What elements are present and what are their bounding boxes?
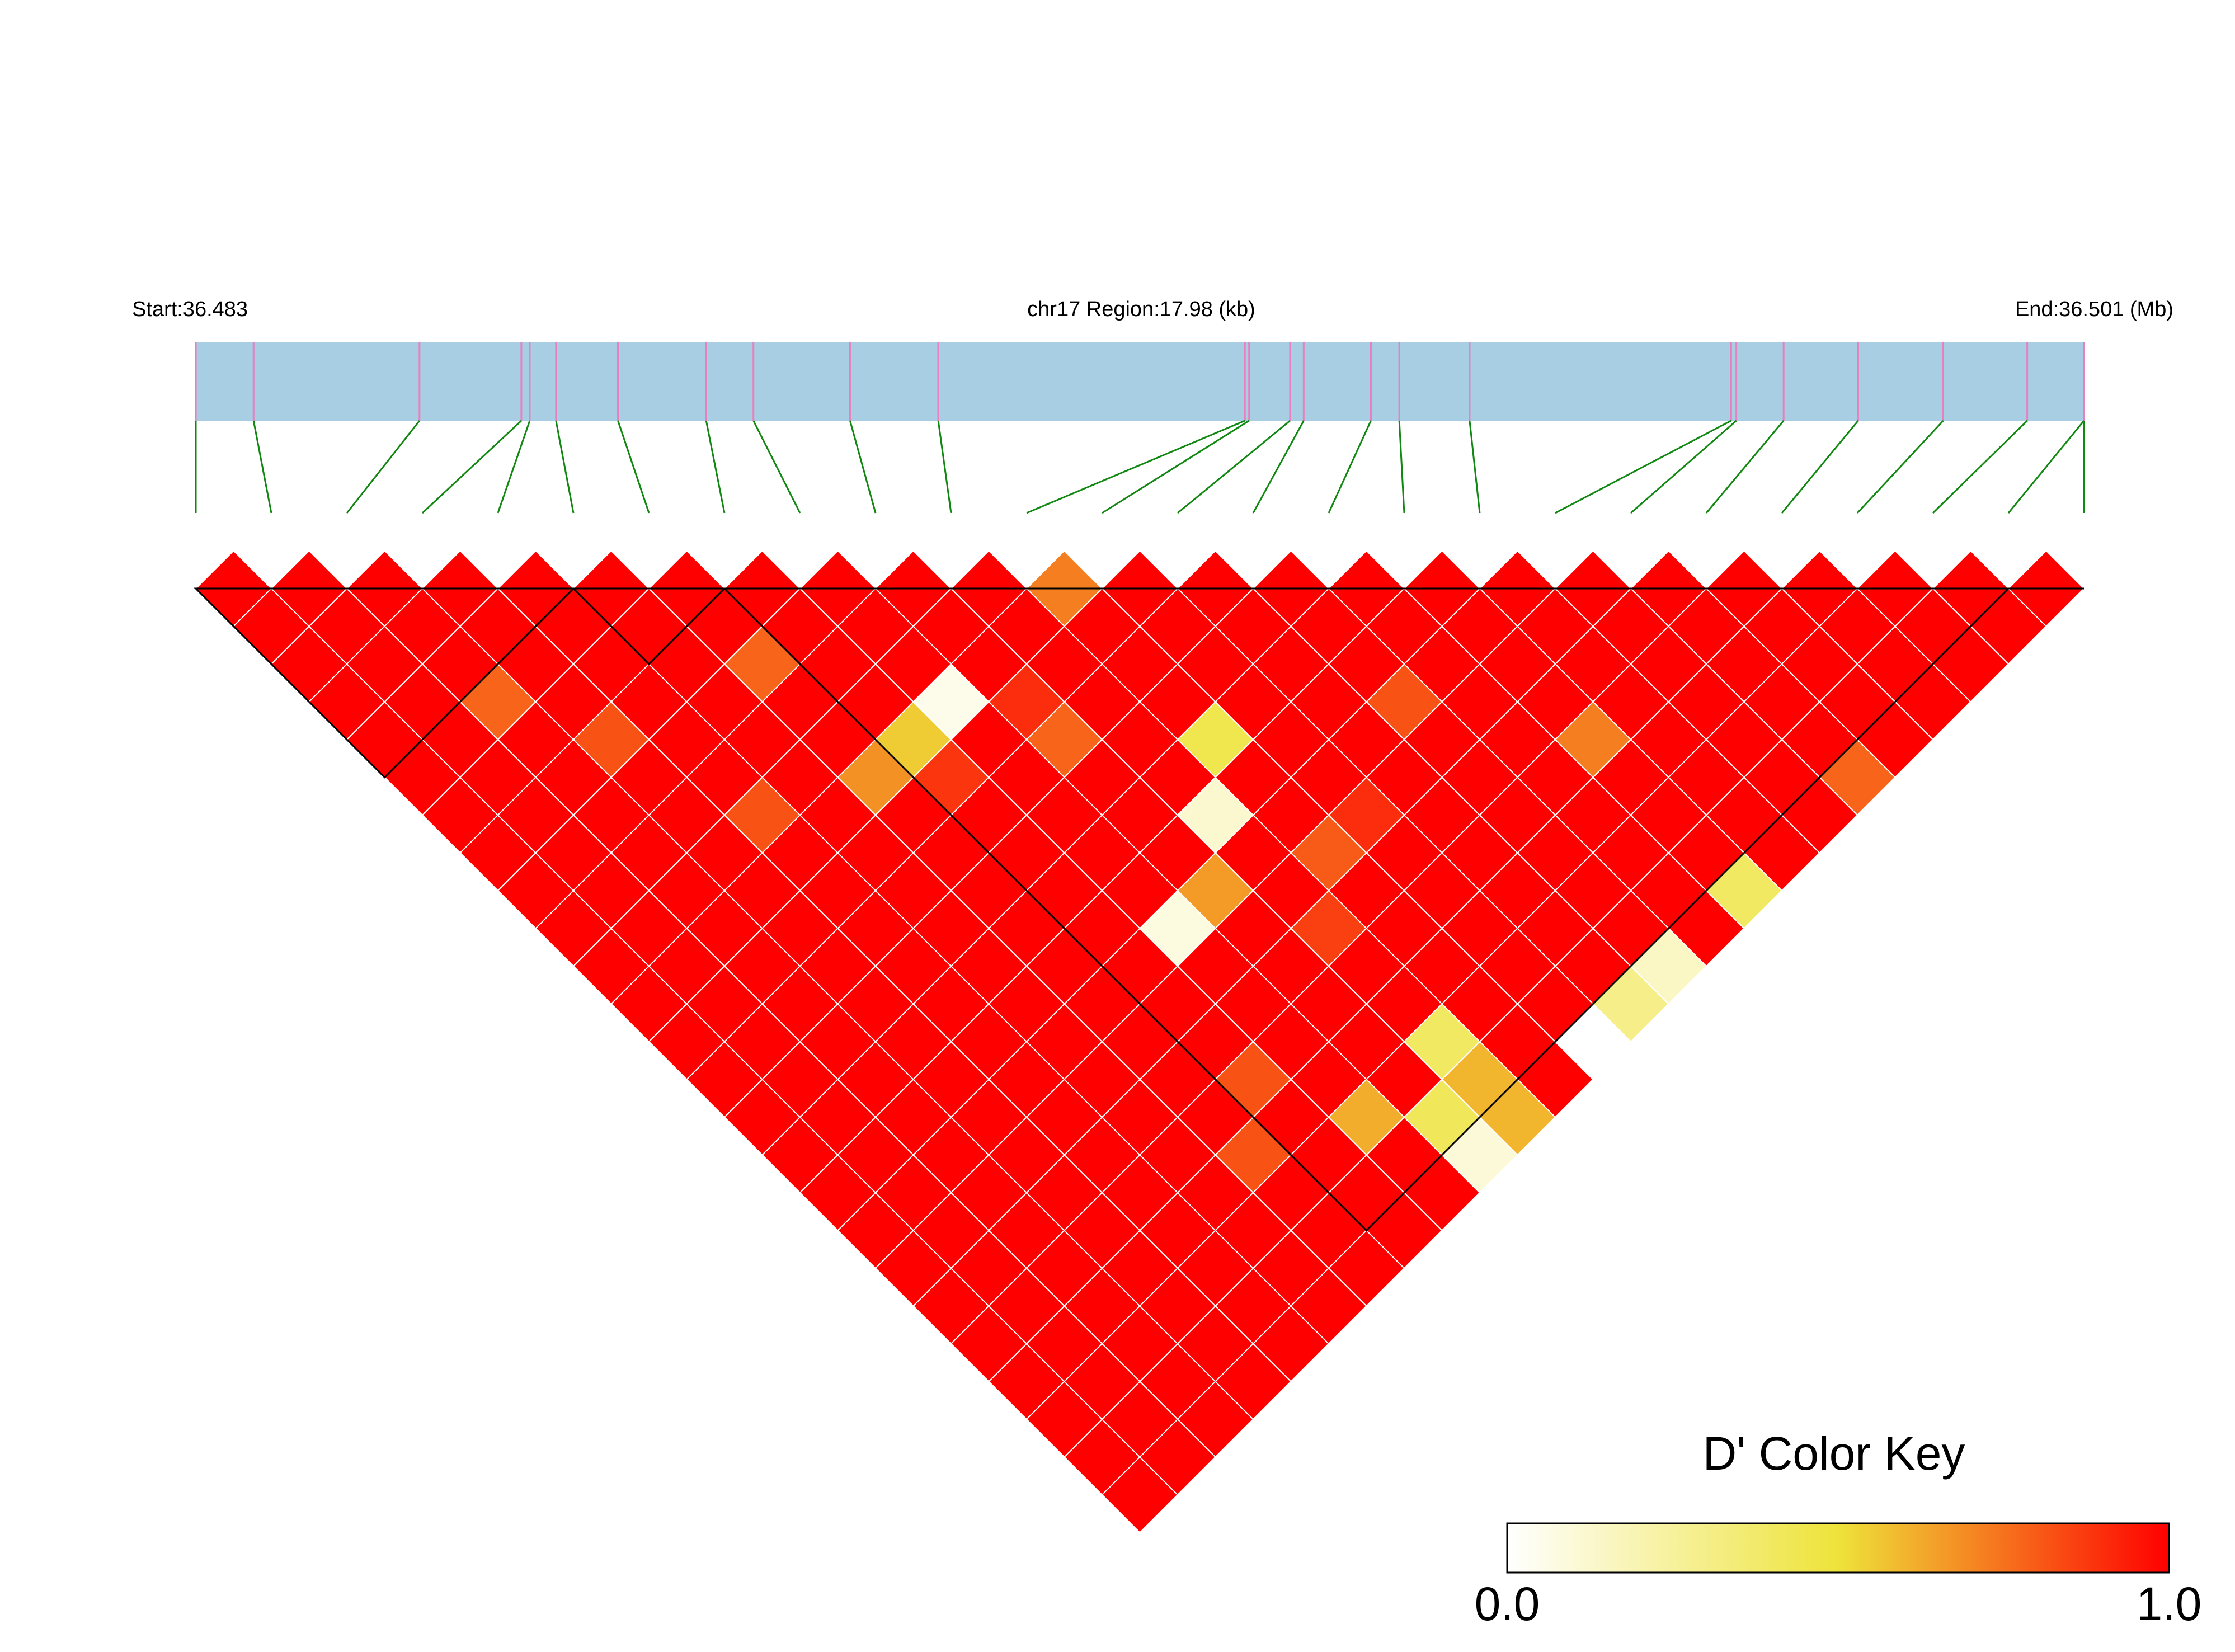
snp-connector-19 [1555,420,1731,514]
snp-connector-4 [421,420,522,514]
snp-connector-17 [1398,420,1405,514]
snp-connector-7 [617,420,650,514]
end-label: End:36.501 (Mb) [2015,298,2173,321]
start-label: Start:36.483 [132,298,248,321]
snp-connector-11 [937,420,952,514]
legend-min-label: 0.0 [1475,1578,1540,1630]
legend-gradient-bar [1506,1522,2170,1574]
ld-cells [195,550,2085,1533]
snp-connector-16 [1328,420,1372,514]
region-track [196,342,2084,421]
snp-connector-15 [1252,420,1305,514]
snp-connector-3 [346,420,420,514]
snp-connector-18 [1469,420,1481,514]
snp-connector-10 [849,420,877,514]
legend-max-label: 1.0 [2137,1578,2202,1630]
snp-connector-5 [497,420,531,514]
snp-connector-lines [195,420,2085,514]
snp-connector-6 [555,420,575,514]
snp-connector-21 [1705,420,1785,514]
snp-connector-2 [252,420,272,514]
snp-connector-12 [1026,420,1245,514]
snp-connector-8 [705,420,726,514]
snp-tick-marks [195,342,2085,421]
snp-connector-20 [1630,420,1737,514]
snp-connector-14 [1177,420,1291,514]
legend-title: D' Color Key [1703,1427,1965,1480]
snp-connector-24 [1932,420,2028,514]
snp-connector-23 [1856,420,1944,514]
snp-connector-25 [2007,420,2085,514]
snp-connector-13 [1102,420,1250,514]
snp-connector-22 [1781,420,1859,514]
region-label: chr17 Region:17.98 (kb) [1027,298,1255,321]
snp-connector-9 [752,420,801,514]
